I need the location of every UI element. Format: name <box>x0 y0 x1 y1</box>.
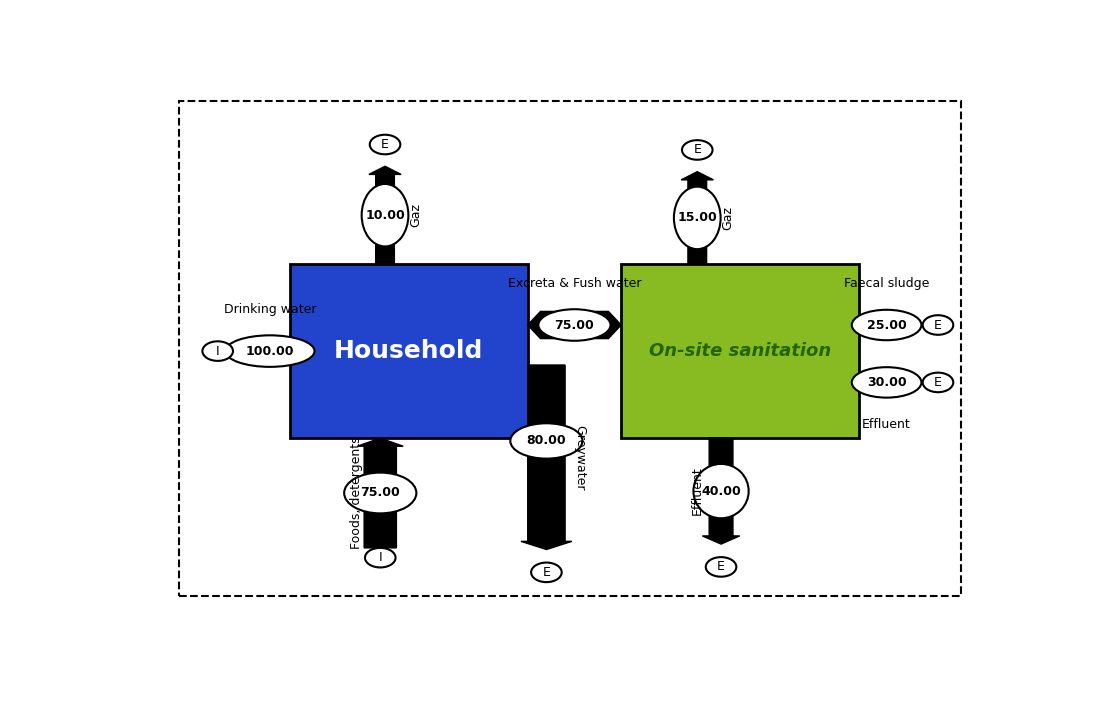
Ellipse shape <box>538 309 610 341</box>
Circle shape <box>203 341 233 361</box>
Polygon shape <box>703 438 740 544</box>
Polygon shape <box>527 311 621 339</box>
Text: Gaz: Gaz <box>409 203 422 227</box>
Text: 75.00: 75.00 <box>555 318 594 332</box>
Text: 100.00: 100.00 <box>246 345 294 358</box>
Text: E: E <box>934 318 941 332</box>
Text: Excreta & Fush water: Excreta & Fush water <box>507 277 641 289</box>
Polygon shape <box>859 313 914 337</box>
Ellipse shape <box>852 310 922 340</box>
Text: 30.00: 30.00 <box>867 376 906 389</box>
Bar <box>289 264 528 438</box>
Text: Effluent: Effluent <box>863 418 911 431</box>
Text: Faecal sludge: Faecal sludge <box>844 277 929 289</box>
Circle shape <box>923 315 954 335</box>
Polygon shape <box>357 438 403 548</box>
Text: E: E <box>694 143 701 157</box>
Circle shape <box>682 140 712 160</box>
Text: Household: Household <box>334 339 483 363</box>
Text: 80.00: 80.00 <box>526 434 567 448</box>
Ellipse shape <box>362 184 409 246</box>
Text: E: E <box>934 376 941 389</box>
Text: I: I <box>378 551 383 564</box>
Text: Greywater: Greywater <box>573 424 586 490</box>
Text: Effluent: Effluent <box>690 467 704 515</box>
Circle shape <box>532 563 562 582</box>
Circle shape <box>365 548 396 568</box>
Circle shape <box>706 557 737 577</box>
Text: E: E <box>381 138 389 151</box>
Text: E: E <box>543 566 550 579</box>
Ellipse shape <box>344 472 416 513</box>
Polygon shape <box>369 167 401 264</box>
Text: 15.00: 15.00 <box>677 211 717 225</box>
Ellipse shape <box>852 367 922 397</box>
Ellipse shape <box>226 335 315 367</box>
Ellipse shape <box>511 424 582 459</box>
Text: On-site sanitation: On-site sanitation <box>649 342 831 360</box>
Polygon shape <box>233 338 289 364</box>
Polygon shape <box>681 172 713 264</box>
Text: 40.00: 40.00 <box>701 484 741 498</box>
Text: I: I <box>216 345 219 358</box>
Text: Drinking water: Drinking water <box>224 303 316 316</box>
Text: 25.00: 25.00 <box>867 318 906 332</box>
Text: 10.00: 10.00 <box>365 209 404 222</box>
Circle shape <box>923 373 954 393</box>
Ellipse shape <box>694 464 749 518</box>
Circle shape <box>369 135 400 155</box>
Text: Gaz: Gaz <box>721 206 734 230</box>
Text: E: E <box>717 561 724 573</box>
Polygon shape <box>859 370 914 395</box>
Bar <box>621 264 859 438</box>
Text: Foods, detergents: Foods, detergents <box>350 437 363 549</box>
Text: 75.00: 75.00 <box>361 486 400 499</box>
Polygon shape <box>521 365 572 549</box>
Ellipse shape <box>674 186 721 249</box>
